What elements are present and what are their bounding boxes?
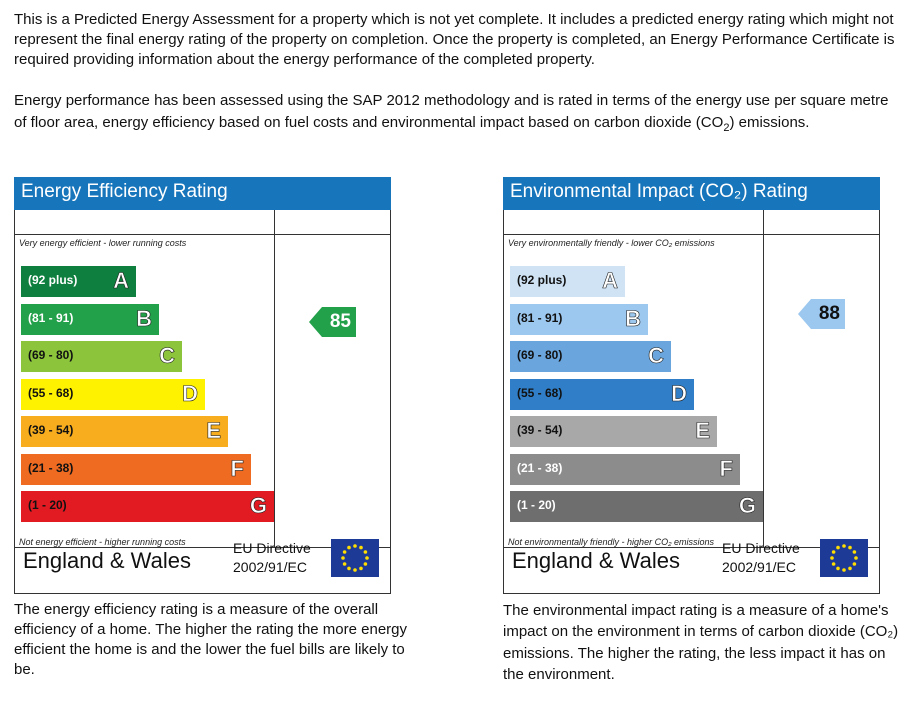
- band-range: (55 - 68): [28, 385, 74, 400]
- band-letter: G: [738, 493, 757, 519]
- eu-star: [353, 544, 357, 548]
- band-letter: A: [602, 268, 618, 294]
- band-letter: D: [182, 380, 198, 406]
- band-range: (39 - 54): [28, 423, 74, 437]
- band-letter: F: [719, 455, 733, 481]
- intro-paragraph-1: This is a Predicted Energy Assessment fo…: [14, 11, 895, 68]
- energy-band-b: (81 - 91) B: [21, 303, 159, 335]
- arrow-left-icon: [798, 299, 845, 329]
- environment-band-a: (92 plus) A: [510, 266, 625, 297]
- environment-band-d: (55 - 68) D: [510, 378, 694, 410]
- environment-top-caption: Very environmentally friendly - lower CO…: [508, 238, 715, 248]
- environment-band-g: (1 - 20) G: [510, 491, 763, 522]
- environmental-impact-panel: Environmental Impact (CO₂) Rating Very e…: [503, 177, 880, 594]
- energy-efficiency-title: Energy Efficiency Rating: [14, 177, 391, 210]
- environment-band-c: (69 - 80) C: [510, 341, 671, 372]
- eu-star: [836, 566, 840, 571]
- band-range: (81 - 91): [517, 310, 563, 325]
- environment-bottom-caption: Not environmentally friendly - higher CO…: [508, 537, 715, 547]
- energy-bottom-caption: Not energy efficient - higher running co…: [19, 537, 186, 547]
- intro-paragraph-2-start: Energy performance has been assessed usi…: [14, 92, 889, 131]
- eu-star: [830, 556, 834, 560]
- band-range: (21 - 38): [517, 460, 563, 475]
- energy-band-f: (21 - 38) F: [21, 453, 251, 485]
- eu-star: [342, 562, 347, 566]
- environment-chart-frame: Very environmentally friendly - lower CO…: [503, 210, 880, 594]
- band-range: (92 plus): [517, 273, 567, 287]
- band-letter: C: [159, 343, 175, 369]
- energy-band-c: (69 - 80) C: [21, 341, 182, 372]
- intro-paragraph-2-end: ) emissions.: [729, 113, 810, 131]
- environment-rating-marker: 88: [798, 299, 845, 329]
- band-letter: A: [113, 268, 129, 294]
- environment-footer: England & Wales EU Directive 2002/91/EC: [504, 536, 879, 582]
- energy-eu-directive: EU Directive 2002/91/EC: [233, 540, 311, 575]
- band-range: (1 - 20): [517, 498, 556, 512]
- environment-band-f: (21 - 38) F: [510, 453, 740, 485]
- environment-band-b: (81 - 91) B: [510, 303, 648, 335]
- energy-description: The energy efficiency rating is a measur…: [14, 601, 408, 678]
- band-letter: E: [695, 418, 710, 444]
- eu-star: [836, 545, 840, 550]
- energy-chart-frame: Very energy efficient - lower running co…: [14, 210, 391, 594]
- intro-paragraph-2: Energy performance has been assessed usi…: [14, 90, 904, 139]
- band-range: (1 - 20): [28, 498, 67, 512]
- eu-star: [353, 568, 357, 572]
- band-range: (69 - 80): [28, 348, 74, 362]
- energy-top-caption: Very energy efficient - lower running co…: [19, 238, 187, 248]
- energy-band-d: (55 - 68) D: [21, 378, 205, 410]
- eu-star: [842, 568, 846, 572]
- eu-star: [347, 545, 351, 550]
- band-range: (55 - 68): [517, 385, 563, 400]
- environmental-impact-title: Environmental Impact (CO₂) Rating: [503, 177, 880, 210]
- band-range: (81 - 91): [28, 310, 74, 325]
- co2-subscript: 2: [723, 121, 730, 134]
- band-letter: E: [206, 418, 221, 444]
- eu-star: [831, 562, 836, 566]
- eu-star: [347, 566, 351, 571]
- band-letter: B: [625, 305, 641, 331]
- eu-star: [359, 545, 363, 550]
- eu-star: [831, 550, 836, 554]
- energy-band-e: (39 - 54) E: [21, 416, 228, 447]
- energy-efficiency-panel: Energy Efficiency Rating Very energy eff…: [14, 177, 391, 594]
- eu-star: [842, 544, 846, 548]
- energy-band-g: (1 - 20) G: [21, 491, 274, 522]
- environment-country: England & Wales: [512, 548, 680, 573]
- eu-star: [341, 556, 345, 560]
- eu-star: [848, 566, 852, 571]
- eu-star: [854, 556, 858, 560]
- energy-band-a: (92 plus) A: [21, 266, 136, 297]
- energy-country: England & Wales: [23, 548, 191, 573]
- energy-rating-value: 85: [329, 311, 351, 332]
- eu-star: [852, 550, 857, 554]
- eu-star: [852, 562, 857, 566]
- environment-band-e: (39 - 54) E: [510, 416, 717, 447]
- band-letter: C: [648, 343, 664, 369]
- eu-flag-icon: [331, 539, 379, 577]
- environment-rating-value: 88: [818, 303, 840, 324]
- band-range: (21 - 38): [28, 460, 74, 475]
- band-letter: B: [136, 305, 152, 331]
- arrow-left-icon: [309, 307, 356, 337]
- band-letter: D: [671, 380, 687, 406]
- band-letter: G: [249, 493, 268, 519]
- environment-eu-directive: EU Directive 2002/91/EC: [722, 540, 800, 575]
- band-range: (69 - 80): [517, 348, 563, 362]
- energy-footer: England & Wales EU Directive 2002/91/EC: [15, 536, 390, 582]
- eu-star: [342, 550, 347, 554]
- eu-star: [365, 556, 369, 560]
- energy-rating-marker: 85: [309, 307, 356, 337]
- eu-star: [363, 550, 368, 554]
- eu-star: [359, 566, 363, 571]
- eu-star: [848, 545, 852, 550]
- band-range: (39 - 54): [517, 423, 563, 437]
- eu-star: [363, 562, 368, 566]
- band-letter: F: [230, 455, 244, 481]
- environment-description: The environmental impact rating is a mea…: [503, 602, 899, 683]
- band-range: (92 plus): [28, 273, 78, 287]
- eu-flag-icon: [820, 539, 868, 577]
